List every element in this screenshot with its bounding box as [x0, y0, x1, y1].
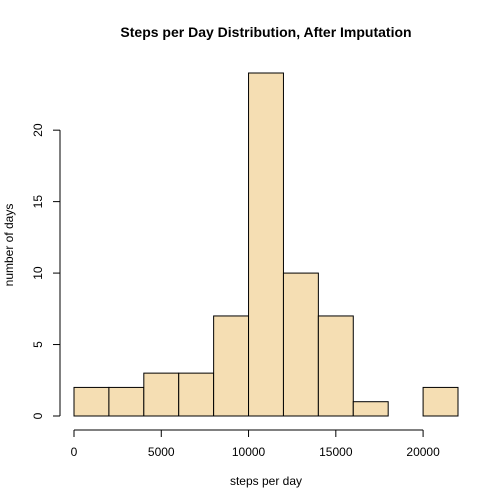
y-axis-label: number of days	[2, 204, 16, 287]
histogram-bar	[108, 386, 145, 417]
histogram-bar	[352, 401, 389, 417]
y-axis: 0 5 10 15 20	[31, 123, 61, 419]
histogram-bar	[73, 386, 110, 417]
x-tick-label: 10000	[232, 445, 266, 459]
histogram-bar	[178, 372, 215, 417]
chart-title: Steps per Day Distribution, After Imputa…	[120, 24, 411, 40]
histogram-bar	[248, 72, 284, 417]
histogram-bar	[143, 372, 180, 417]
y-tick-label: 10	[31, 266, 45, 280]
y-tick-label: 15	[31, 195, 45, 209]
x-axis-label: steps per day	[230, 474, 302, 488]
y-tick-label: 0	[31, 412, 45, 419]
histogram-bar	[422, 386, 459, 417]
x-tick-label: 0	[71, 445, 78, 459]
x-tick-label: 20000	[406, 445, 440, 459]
x-tick-label: 5000	[148, 445, 175, 459]
histogram-bar	[213, 315, 250, 417]
x-tick-label: 15000	[319, 445, 353, 459]
histogram-bar	[282, 272, 319, 417]
x-axis: 0 5000 10000 15000 20000	[71, 429, 440, 459]
bars-group	[73, 72, 459, 417]
y-tick-label: 20	[31, 123, 45, 137]
y-tick-label: 5	[31, 341, 45, 348]
histogram-bar	[317, 315, 354, 417]
